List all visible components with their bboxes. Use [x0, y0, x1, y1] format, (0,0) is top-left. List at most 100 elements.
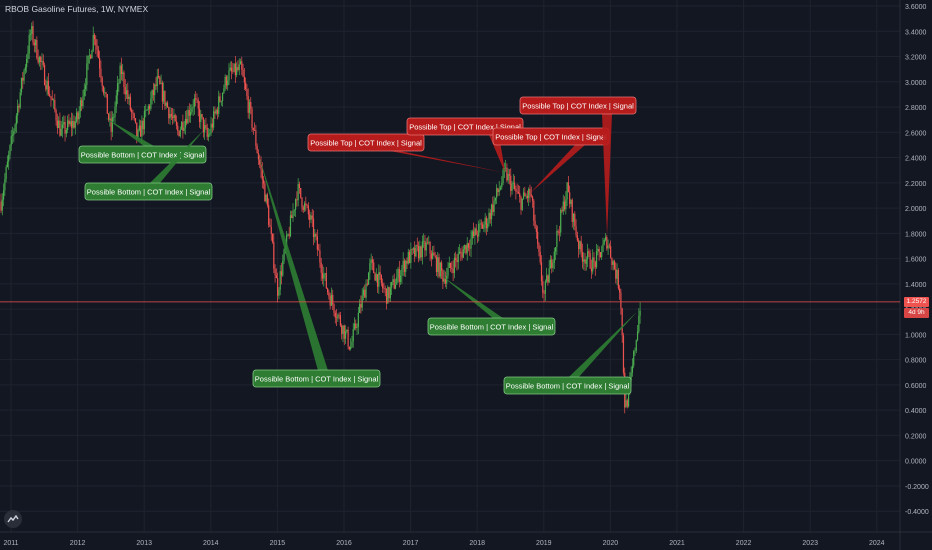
candle-body: [548, 268, 550, 283]
candles: [0, 20, 641, 414]
candle-body: [571, 200, 573, 222]
candle-body: [127, 90, 129, 100]
candle-body: [77, 112, 79, 120]
candle-body: [371, 259, 374, 263]
candle-body: [316, 236, 318, 250]
candle-body: [97, 49, 99, 58]
annotation-pointer: [568, 311, 638, 377]
candle-body: [218, 96, 220, 114]
annotation-pointer: [602, 114, 612, 236]
y-tick-label: 1.4000: [905, 282, 927, 289]
tradingview-logo-icon[interactable]: [4, 510, 22, 528]
candle-body: [37, 58, 39, 63]
candle-body: [460, 251, 462, 253]
candle-body: [271, 233, 274, 243]
candle-body: [110, 118, 112, 132]
candle-body: [496, 188, 498, 198]
candle-body: [635, 340, 637, 351]
candle-body: [546, 275, 548, 282]
candle-body: [475, 228, 477, 235]
candle-body: [367, 272, 370, 285]
candle-body: [630, 372, 632, 381]
x-tick-label: 2018: [469, 540, 485, 547]
candle-body: [410, 248, 412, 263]
candle-body: [376, 274, 379, 287]
y-tick-label: 0.0000: [905, 459, 927, 466]
candle-body: [366, 283, 368, 285]
x-tick-label: 2024: [869, 540, 885, 547]
bottom-signal-label[interactable]: Possible Bottom | COT Index | Signal: [503, 311, 638, 395]
candle-body: [547, 275, 549, 283]
candle-body: [424, 240, 426, 251]
bottom-signal-label[interactable]: Possible Bottom | COT Index | Signal: [84, 129, 213, 201]
candle-body: [19, 92, 21, 108]
bottom-signal-label[interactable]: Possible Bottom | COT Index | Signal: [252, 151, 381, 388]
candle-body: [128, 96, 130, 100]
candle-body: [283, 249, 285, 261]
candle-body: [291, 215, 293, 219]
candle-body: [579, 241, 581, 250]
candle-body: [51, 98, 53, 101]
candle-body: [241, 61, 243, 70]
candle-body: [42, 61, 44, 65]
candle-body: [558, 232, 561, 233]
candle-body: [398, 268, 400, 282]
candle-body: [396, 277, 398, 285]
candle-body: [68, 120, 70, 125]
top-signal-label[interactable]: Possible Top | COT Index | Signal: [519, 96, 637, 236]
candle-body: [34, 39, 37, 46]
candle-body: [492, 204, 494, 212]
candle-body: [584, 259, 586, 264]
candle-body: [137, 130, 139, 138]
candle-body: [458, 251, 461, 254]
candle-body: [242, 69, 244, 77]
candle-body: [148, 106, 151, 109]
y-tick-label: 0.4000: [905, 408, 927, 415]
candle-body: [312, 218, 315, 238]
candle-body: [61, 124, 64, 129]
candle-body: [478, 223, 480, 237]
candle-body: [633, 351, 635, 366]
candle-body: [13, 131, 15, 135]
candle-body: [593, 257, 595, 262]
candle-body: [46, 80, 48, 90]
candle-body: [31, 26, 33, 34]
candle-body: [91, 50, 93, 59]
candle-body: [138, 125, 140, 131]
candle-body: [56, 120, 58, 128]
candle-body: [615, 269, 617, 279]
candle-body: [86, 63, 88, 86]
top-signal-label[interactable]: Possible Top | COT Index | Signal: [307, 133, 506, 173]
candle-body: [260, 164, 262, 170]
candle-body: [265, 194, 267, 202]
bottom-signal-label[interactable]: Possible Bottom | COT Index | Signal: [427, 275, 556, 336]
candle-body: [99, 57, 101, 69]
last-price-label: 1.2572: [904, 296, 929, 307]
candle-body: [355, 323, 357, 328]
candle-body: [379, 272, 381, 276]
candle-body: [473, 231, 475, 236]
candle-body: [142, 120, 144, 130]
annotation-text: Possible Bottom | COT Index | Signal: [81, 151, 205, 160]
candle-body: [599, 252, 602, 258]
candle-body: [268, 205, 270, 225]
candle-body: [388, 287, 390, 299]
candle-body: [602, 243, 604, 252]
bottom-signal-label[interactable]: Possible Bottom | COT Index | Signal: [78, 117, 207, 164]
y-tick-label: 0.6000: [905, 383, 927, 390]
candle-body: [100, 68, 102, 78]
candle-body: [38, 56, 41, 63]
candle-body: [452, 268, 454, 274]
candle-body: [55, 110, 57, 121]
candle-body: [102, 86, 105, 94]
candle-body: [184, 118, 187, 128]
candle-body: [587, 251, 589, 260]
candle-body: [485, 217, 488, 229]
candle-body: [466, 243, 468, 254]
candle-body: [606, 236, 608, 249]
candle-body: [101, 77, 103, 87]
candle-body: [551, 259, 553, 269]
candle-body: [426, 242, 429, 244]
candle-body: [328, 292, 330, 297]
